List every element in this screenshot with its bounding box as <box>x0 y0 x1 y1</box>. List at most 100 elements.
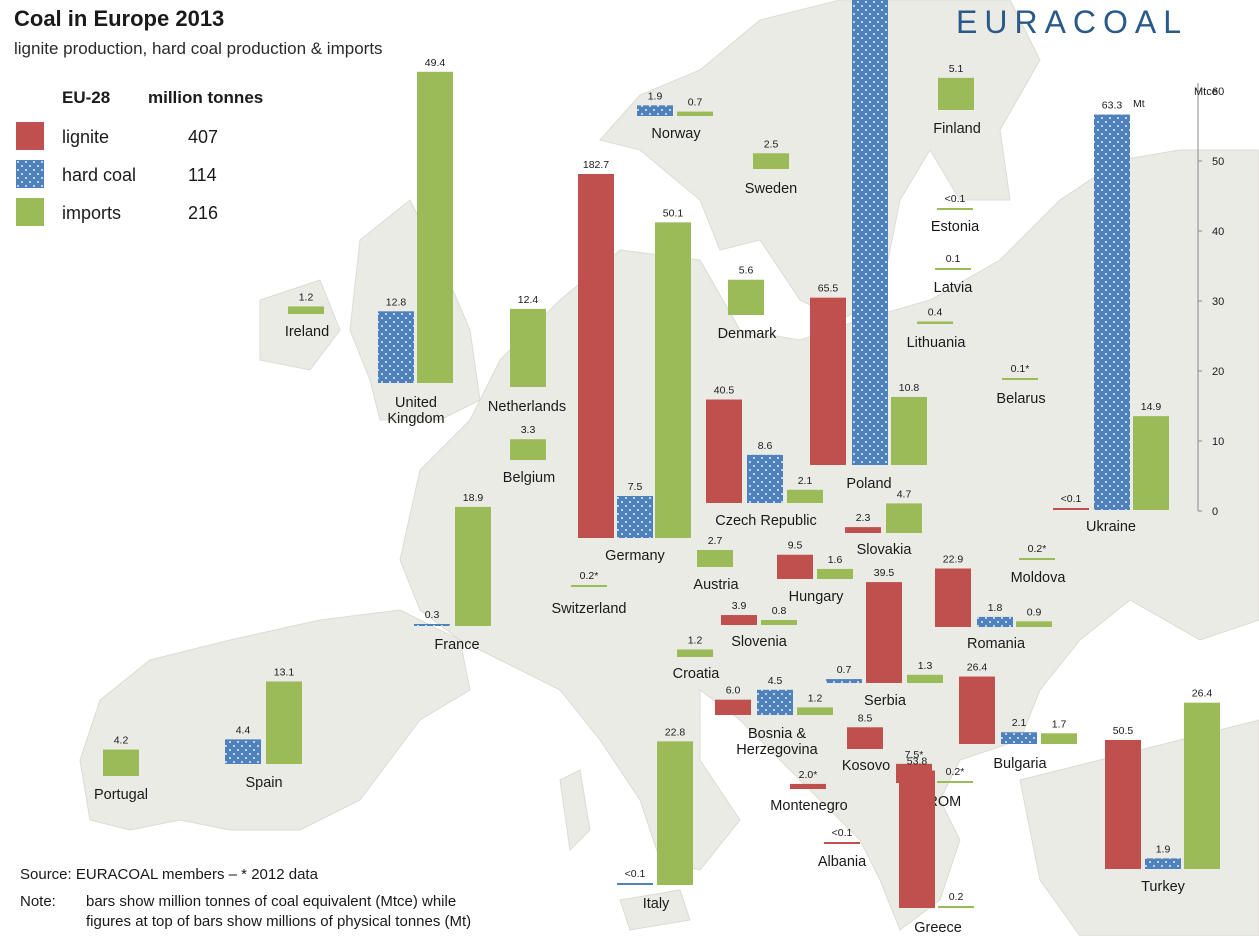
data-label: <0.1 <box>945 193 966 205</box>
data-label: <0.1 <box>625 868 646 880</box>
bar-hard-coal <box>1145 858 1181 869</box>
bar-imports <box>797 707 833 715</box>
data-label: 26.4 <box>1192 688 1213 700</box>
source-note: Source: EURACOAL members – * 2012 data <box>20 866 318 883</box>
country-label: Belarus <box>996 391 1045 407</box>
country-label: Bosnia & <box>748 726 806 742</box>
bar-hard-coal <box>637 105 673 116</box>
bar-lignite <box>866 582 902 683</box>
data-label: 1.9 <box>1156 843 1171 855</box>
data-label: 0.2 <box>949 891 964 903</box>
data-label: 0.3 <box>425 609 440 621</box>
data-label: 26.4 <box>967 662 988 674</box>
data-label: 50.5 <box>1113 725 1134 737</box>
country-label: Finland <box>933 121 981 137</box>
bar-hard-coal <box>225 739 261 764</box>
country-label: Greece <box>914 920 962 936</box>
country-label: Herzegovina <box>736 742 818 758</box>
bar-imports <box>728 279 764 315</box>
country-label: Czech Republic <box>715 513 817 529</box>
bar-lignite <box>847 727 883 749</box>
country-label: Slovenia <box>731 634 788 650</box>
country-label: Montenegro <box>770 798 847 814</box>
data-label: 5.1 <box>949 63 964 75</box>
data-label: 1.9 <box>648 90 663 102</box>
bar-lignite <box>959 676 995 744</box>
country-label: Belgium <box>503 470 555 486</box>
data-label: 8.5 <box>858 712 873 724</box>
country-label: Ireland <box>285 324 329 340</box>
data-label: 182.7 <box>583 159 609 171</box>
data-label: 12.8 <box>386 296 407 308</box>
country-label: Italy <box>643 896 670 912</box>
bar-imports <box>510 439 546 460</box>
country-label: Portugal <box>94 787 148 803</box>
bar-lignite <box>1053 508 1089 510</box>
bar-hard-coal <box>1094 114 1130 510</box>
data-label: 1.2 <box>808 692 823 704</box>
sicily-landmass <box>619 889 691 931</box>
data-label: 53.8 <box>907 756 928 768</box>
data-label: 3.9 <box>732 600 747 612</box>
data-label: 4.2 <box>114 735 129 747</box>
bar-hard-coal <box>378 311 414 383</box>
bar-lignite <box>935 568 971 627</box>
bar-imports <box>891 396 927 465</box>
y-axis-unit: Mtce <box>1194 86 1218 98</box>
bar-imports <box>677 111 713 116</box>
data-label: 1.2 <box>299 291 314 303</box>
legend-unit: million tonnes <box>148 88 264 107</box>
y-tick-label: 40 <box>1212 226 1224 238</box>
data-label: 2.1 <box>798 475 813 487</box>
bar-imports <box>753 153 789 169</box>
country-label: Spain <box>245 775 282 791</box>
country-label: Sweden <box>745 181 797 197</box>
country-label: Turkey <box>1141 879 1186 895</box>
bar-imports <box>655 222 691 538</box>
bar-lignite <box>790 783 826 789</box>
data-label: 63.3 <box>1102 100 1123 112</box>
bar-lignite <box>1105 739 1141 869</box>
bar-imports <box>677 649 713 657</box>
bar-imports <box>103 749 139 776</box>
bar-hard-coal <box>852 0 888 465</box>
legend-lignite-label: lignite <box>62 127 110 147</box>
country-label: Switzerland <box>552 601 627 617</box>
bar-lignite <box>706 399 742 503</box>
y-tick-label: 10 <box>1212 436 1224 448</box>
data-label: 65.5 <box>818 283 839 295</box>
bar-hard-coal <box>617 883 653 885</box>
country-label: Moldova <box>1011 570 1067 586</box>
data-label: 0.2* <box>946 766 965 778</box>
data-label: 22.8 <box>665 726 686 738</box>
y-tick-label: 50 <box>1212 156 1224 168</box>
y-tick-label: 0 <box>1212 506 1218 518</box>
note-label: Note: <box>20 893 56 910</box>
bar-imports <box>657 741 693 885</box>
data-label: 7.5 <box>628 481 643 493</box>
data-label: 0.9 <box>1027 606 1042 618</box>
data-label: 5.6 <box>739 265 754 277</box>
data-label: 1.8 <box>988 602 1003 614</box>
data-label: 2.5 <box>764 138 779 150</box>
bar-imports <box>455 506 491 626</box>
country-label: Lithuania <box>907 335 967 351</box>
data-label: <0.1 <box>832 827 853 839</box>
bar-hard-coal <box>826 679 862 683</box>
data-label: 2.0* <box>799 769 818 781</box>
data-label: 40.5 <box>714 385 735 397</box>
legend-region: EU-28 <box>62 88 111 107</box>
country-label: Kingdom <box>387 411 444 427</box>
country-label: Germany <box>605 548 665 564</box>
country-label: Kosovo <box>842 758 890 774</box>
country-label: Albania <box>818 854 867 870</box>
data-label: <0.1 <box>1061 493 1082 505</box>
data-label: 3.3 <box>521 424 536 436</box>
scandinavia-landmass <box>599 0 1041 321</box>
data-label: 50.1 <box>663 207 684 219</box>
ireland-landmass <box>259 279 341 371</box>
legend-hard-coal-label: hard coal <box>62 165 137 185</box>
country-label: Denmark <box>718 326 778 342</box>
data-label: 2.7 <box>708 535 723 547</box>
